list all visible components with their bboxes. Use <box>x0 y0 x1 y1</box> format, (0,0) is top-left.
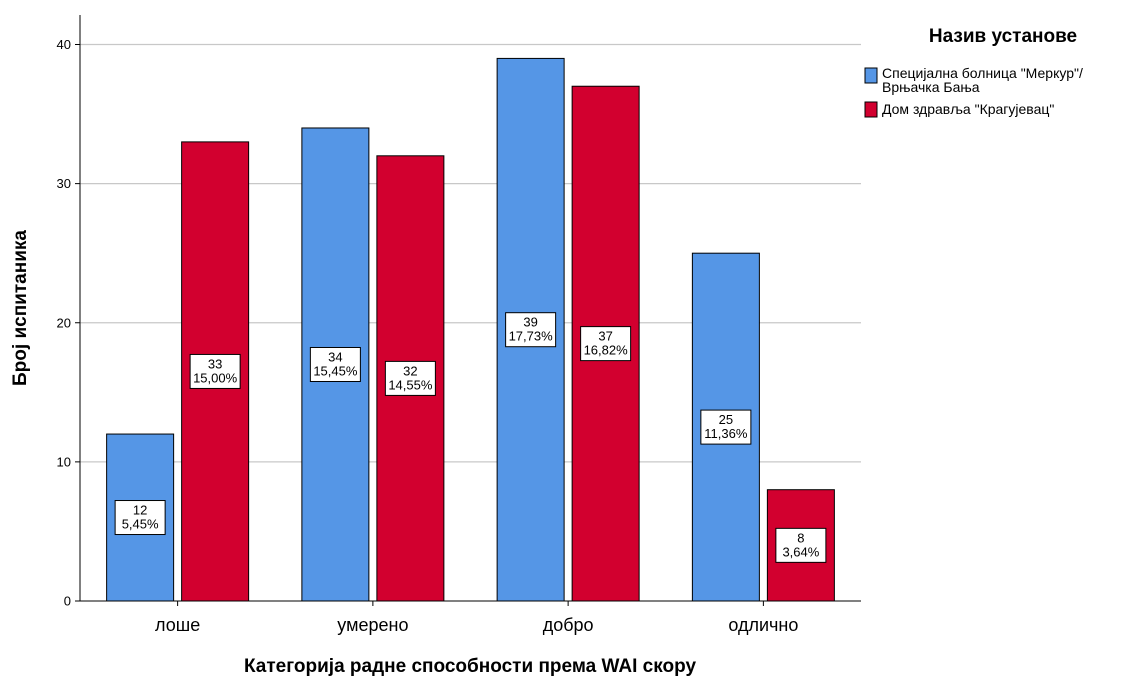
data-label-box <box>309 346 361 382</box>
data-label-percent: 11,36% <box>704 426 748 441</box>
x-tick-label: умерено <box>337 615 408 635</box>
data-label-box <box>384 360 436 396</box>
axes <box>79 15 861 602</box>
x-tick-label: лоше <box>155 615 200 635</box>
legend-label-merkur-line2: Врњачка Бања <box>882 79 980 95</box>
y-tick-label: 30 <box>57 176 71 191</box>
data-label-count: 37 <box>598 329 612 344</box>
legend-label-kragujevac: Дом здравља "Крагујевац" <box>882 101 1054 117</box>
y-tick-labels: 0 10 20 30 40 <box>57 37 80 609</box>
y-tick-label: 40 <box>57 37 71 52</box>
x-tick-labels: лоше умерено добро одлично <box>155 601 798 635</box>
data-label-box <box>114 500 166 536</box>
x-axis-title: Категорија радне способности према WAI с… <box>244 656 696 677</box>
data-label-box <box>700 409 752 445</box>
data-label-percent: 17,73% <box>509 329 554 344</box>
data-label-count: 33 <box>208 356 222 371</box>
data-label-percent: 15,45% <box>313 363 358 378</box>
data-label-count: 12 <box>133 503 147 518</box>
x-tick-label: добро <box>543 615 594 635</box>
legend-swatch-merkur <box>864 67 878 84</box>
y-tick-label: 20 <box>57 315 71 330</box>
data-label-percent: 3,64% <box>782 544 819 559</box>
data-label-box <box>775 527 827 563</box>
data-label-count: 32 <box>403 363 417 378</box>
data-label-percent: 14,55% <box>388 377 433 392</box>
data-label-percent: 16,82% <box>584 343 629 358</box>
legend-title: Назив установе <box>929 26 1077 47</box>
data-label-box <box>580 326 632 362</box>
data-label-count: 8 <box>797 530 804 545</box>
legend-swatch-kragujevac <box>864 101 878 118</box>
y-tick-label: 0 <box>64 594 71 609</box>
legend-label-merkur-line1: Специјална болница "Меркур"/ <box>882 65 1083 81</box>
data-label: 83,64% <box>775 527 827 563</box>
data-label-box <box>189 353 241 389</box>
data-label-percent: 5,45% <box>122 517 159 532</box>
data-label-count: 34 <box>328 349 342 364</box>
x-tick-label: одлично <box>728 615 798 635</box>
y-tick-label: 10 <box>57 454 71 469</box>
y-axis-title: Број испитаника <box>10 230 31 386</box>
data-label-box <box>505 312 557 348</box>
data-label: 125,45% <box>114 500 166 536</box>
bars <box>106 57 835 602</box>
data-label-count: 39 <box>523 315 537 330</box>
data-label-percent: 15,00% <box>193 370 238 385</box>
legend: Назив установе Специјална болница "Мерку… <box>864 26 1083 118</box>
data-label-count: 25 <box>719 412 733 427</box>
